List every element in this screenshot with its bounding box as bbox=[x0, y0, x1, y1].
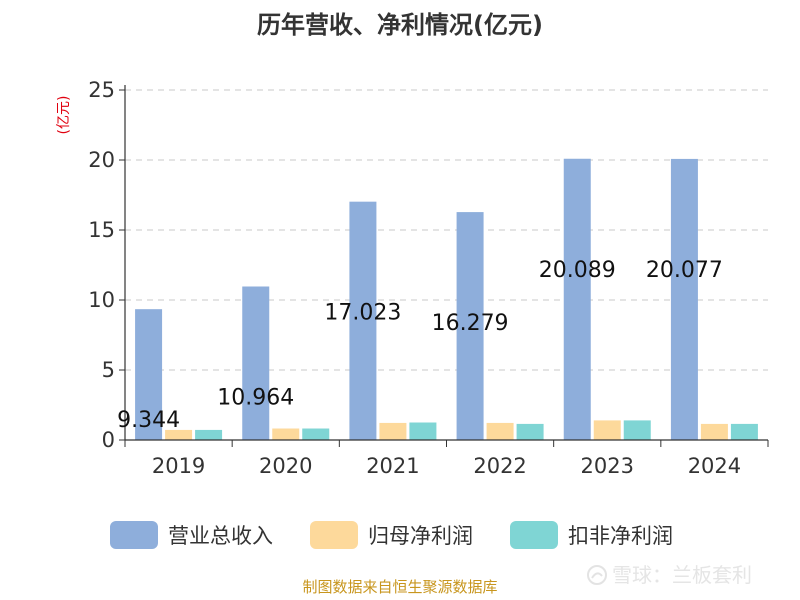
bar-2 bbox=[272, 428, 300, 440]
bar-1 bbox=[349, 201, 377, 440]
legend-swatch bbox=[510, 521, 558, 549]
bar-3 bbox=[730, 423, 758, 440]
legend: 营业总收入 归母净利润 扣非净利润 bbox=[110, 521, 673, 549]
bar-2 bbox=[379, 422, 407, 440]
bar-3 bbox=[302, 428, 330, 440]
y-tick-label: 20 bbox=[88, 148, 115, 172]
bar-3 bbox=[409, 422, 437, 440]
x-tick-label: 2022 bbox=[473, 454, 526, 478]
bar-2 bbox=[486, 422, 514, 440]
bar-3 bbox=[516, 423, 544, 440]
chart-title: 历年营收、净利情况(亿元) bbox=[257, 11, 543, 39]
bar-value-label: 20.089 bbox=[539, 258, 616, 283]
x-tick-label: 2021 bbox=[366, 454, 419, 478]
data-labels: 9.344 10.964 17.023 16.279 20.089 20.077 bbox=[117, 258, 723, 433]
bar-3 bbox=[195, 429, 223, 440]
x-tick-label: 2020 bbox=[259, 454, 312, 478]
x-tick-label: 2023 bbox=[581, 454, 634, 478]
bar-2 bbox=[700, 423, 728, 440]
bar-1 bbox=[670, 158, 698, 440]
legend-label: 扣非净利润 bbox=[568, 524, 673, 548]
y-tick-label: 5 bbox=[102, 358, 115, 382]
bar-2 bbox=[165, 429, 193, 440]
axes: 0 5 10 15 20 25 2019 2020 2021 2022 2023 2024 bbox=[88, 78, 769, 478]
watermark: 雪球：兰板套利 bbox=[612, 563, 752, 587]
y-tick-label: 15 bbox=[88, 218, 115, 242]
y-tick-label: 25 bbox=[88, 78, 115, 102]
legend-swatch bbox=[110, 521, 158, 549]
x-tick-label: 2024 bbox=[688, 454, 741, 478]
bar-value-label: 10.964 bbox=[217, 386, 294, 411]
bar-value-label: 16.279 bbox=[432, 311, 509, 336]
x-tick-label: 2019 bbox=[152, 454, 205, 478]
legend-swatch bbox=[310, 521, 358, 549]
bar-1 bbox=[563, 158, 591, 440]
bar-3 bbox=[623, 420, 651, 440]
legend-label: 营业总收入 bbox=[168, 524, 273, 548]
bar-value-label: 17.023 bbox=[324, 301, 401, 326]
data-source-note: 制图数据来自恒生聚源数据库 bbox=[302, 578, 497, 596]
bar-value-label: 9.344 bbox=[117, 408, 180, 433]
bars-group bbox=[135, 158, 758, 440]
bar-1 bbox=[242, 286, 270, 440]
legend-label: 归母净利润 bbox=[368, 524, 473, 548]
y-axis-unit-label: (亿元) bbox=[56, 96, 72, 135]
y-tick-label: 10 bbox=[88, 288, 115, 312]
y-tick-label: 0 bbox=[102, 428, 115, 452]
bar-1 bbox=[456, 212, 484, 440]
bar-1 bbox=[135, 309, 163, 440]
gridlines bbox=[125, 89, 768, 371]
bar-value-label: 20.077 bbox=[646, 258, 723, 283]
snowball-logo-icon bbox=[587, 565, 607, 585]
bar-2 bbox=[593, 420, 621, 440]
